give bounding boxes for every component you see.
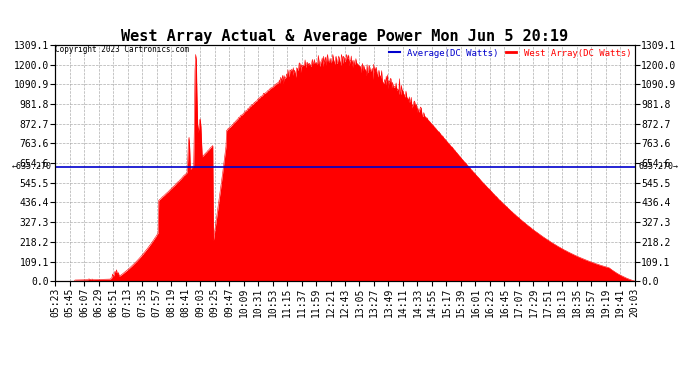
- Text: ←635.270: ←635.270: [12, 162, 52, 171]
- Legend: Average(DC Watts), West Array(DC Watts): Average(DC Watts), West Array(DC Watts): [386, 45, 635, 61]
- Text: Copyright 2023 Cartronics.com: Copyright 2023 Cartronics.com: [55, 45, 189, 54]
- Text: 635.270→: 635.270→: [638, 162, 678, 171]
- Title: West Array Actual & Average Power Mon Jun 5 20:19: West Array Actual & Average Power Mon Ju…: [121, 29, 569, 44]
